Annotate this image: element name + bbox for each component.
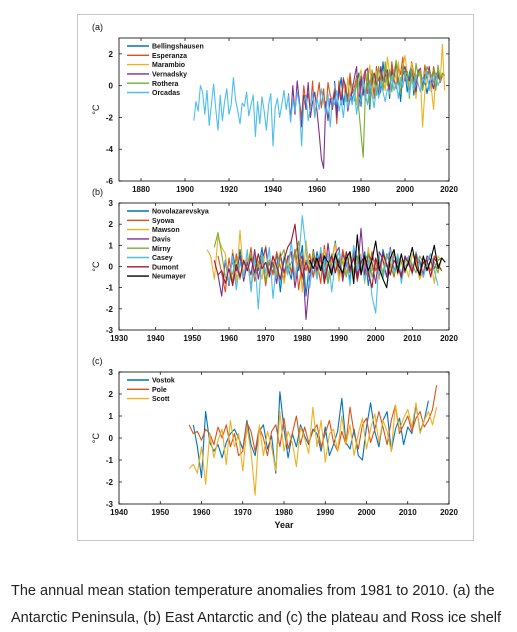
- legend-label: Esperanza: [152, 53, 187, 60]
- x-tick-label: 1980: [293, 334, 311, 343]
- plot-area: [118, 37, 450, 182]
- y-tick-label: 0: [109, 82, 114, 91]
- plot-area: [118, 371, 450, 505]
- y-tick-label: 0: [109, 434, 114, 443]
- x-tick-label: 1990: [316, 508, 334, 517]
- x-tick-label: 1940: [110, 508, 128, 517]
- legend-label: Bellingshausen: [152, 44, 204, 51]
- x-tick-label: 2010: [403, 334, 421, 343]
- y-tick-label: 2: [109, 50, 114, 59]
- y-tick-label: -1: [106, 456, 114, 465]
- x-tick-label: 2010: [399, 508, 417, 517]
- legend-label: Vostok: [152, 378, 175, 385]
- x-tick-label: 1950: [151, 508, 169, 517]
- legend-label: Orcadas: [152, 90, 180, 97]
- panel-0: 1880 1900 1920 1940 1960 1980 2000 2020 -6 -4 -2 0 2…: [91, 22, 458, 194]
- x-axis-label: Year: [274, 520, 294, 530]
- y-tick-label: -2: [106, 478, 114, 487]
- panel-1: 1930 1940 1950 1960 1970 1980 1990 2000 2010 2020…: [91, 187, 458, 343]
- x-tick-label: 1960: [220, 334, 238, 343]
- y-tick-label: 1: [109, 241, 114, 250]
- legend-label: Vernadsky: [152, 72, 187, 79]
- y-tick-label: -1: [106, 284, 114, 293]
- series-line-casey: [224, 215, 439, 314]
- legend-label: Neumayer: [152, 274, 186, 281]
- x-tick-label: 1900: [176, 185, 194, 194]
- x-tick-label: 1940: [264, 185, 282, 194]
- plot-area: [118, 202, 450, 331]
- legend-label: Casey: [152, 255, 173, 262]
- y-axis-label: °C: [91, 261, 101, 272]
- x-tick-label: 2000: [396, 185, 414, 194]
- legend-label: Mirny: [152, 246, 171, 253]
- figure-frame: 1880 1900 1920 1940 1960 1980 2000 2020 -6 -4 -2 0 2…: [77, 14, 474, 541]
- x-tick-label: 2020: [440, 334, 458, 343]
- panel-label: (b): [92, 187, 103, 197]
- x-tick-label: 1950: [183, 334, 201, 343]
- x-tick-label: 1940: [147, 334, 165, 343]
- x-tick-label: 1990: [330, 334, 348, 343]
- x-tick-label: 2000: [367, 334, 385, 343]
- y-tick-label: -3: [106, 326, 114, 335]
- y-tick-label: 1: [109, 412, 114, 421]
- y-tick-label: 3: [109, 368, 114, 377]
- x-tick-label: 1980: [275, 508, 293, 517]
- y-axis-label: °C: [91, 104, 101, 115]
- y-tick-label: 2: [109, 390, 114, 399]
- y-tick-label: -2: [106, 305, 114, 314]
- series-line-orcadas: [193, 70, 441, 147]
- series-line-neumayer: [309, 234, 446, 289]
- y-tick-label: -4: [106, 145, 114, 154]
- x-tick-label: 1970: [234, 508, 252, 517]
- y-tick-label: 2: [109, 220, 114, 229]
- legend-label: Scott: [152, 396, 170, 403]
- x-tick-label: 1980: [352, 185, 370, 194]
- legend-label: Novolazarevskya: [152, 209, 209, 216]
- legend-label: Dumont: [152, 264, 179, 271]
- y-tick-label: -3: [106, 500, 114, 509]
- panel-label: (c): [92, 356, 103, 366]
- y-tick-label: -6: [106, 177, 114, 186]
- panel-label: (a): [92, 22, 103, 32]
- x-tick-label: 1970: [257, 334, 275, 343]
- x-tick-label: 2000: [358, 508, 376, 517]
- panel-2: 1940 1950 1960 1970 1980 1990 2000 2010 2020 -3 -2…: [91, 356, 458, 530]
- legend-label: Syowa: [152, 218, 174, 225]
- x-tick-label: 1880: [132, 185, 150, 194]
- x-tick-label: 1920: [220, 185, 238, 194]
- y-tick-label: 0: [109, 263, 114, 272]
- y-tick-label: -2: [106, 113, 114, 122]
- legend-label: Davis: [152, 237, 171, 244]
- x-tick-label: 2020: [440, 508, 458, 517]
- figure-svg: 1880 1900 1920 1940 1960 1980 2000 2020-6-4-202…: [91, 22, 458, 530]
- x-tick-label: 1930: [110, 334, 128, 343]
- legend-label: Marambio: [152, 62, 185, 69]
- legend-label: Rothera: [152, 81, 179, 88]
- series-line-scott: [188, 402, 438, 496]
- y-tick-label: 3: [109, 199, 114, 208]
- y-axis-label: °C: [91, 432, 101, 443]
- x-tick-label: 1960: [308, 185, 326, 194]
- figure-caption: The annual mean station temperature anom…: [11, 583, 502, 626]
- legend-label: Pole: [152, 387, 167, 394]
- x-tick-label: 2020: [440, 185, 458, 194]
- x-tick-label: 1960: [193, 508, 211, 517]
- legend-label: Mawson: [152, 227, 180, 234]
